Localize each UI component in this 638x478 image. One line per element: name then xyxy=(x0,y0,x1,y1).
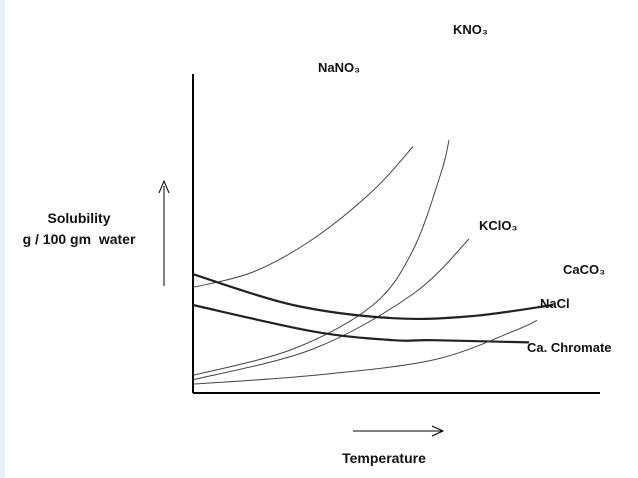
series-line-ca-chromate xyxy=(192,319,538,385)
y-arrow-icon xyxy=(158,179,170,286)
y-axis-title-line1: Solubility xyxy=(48,210,111,226)
series-line-nano3 xyxy=(192,146,414,288)
series-line-kno3 xyxy=(192,139,450,376)
series-label-ca-chromate: Ca. Chromate xyxy=(527,340,612,355)
series-line-nacl xyxy=(192,303,530,344)
x-arrow-icon xyxy=(353,425,445,437)
series-line-caco3 xyxy=(192,273,554,321)
series-label-nano3: NaNO₃ xyxy=(318,60,360,75)
window-edge xyxy=(0,0,5,478)
series-label-kclo3: KClO₃ xyxy=(479,218,518,233)
x-axis-title: Temperature xyxy=(342,450,426,466)
series-line-kclo3 xyxy=(192,238,470,381)
series-label-nacl: NaCl xyxy=(540,296,570,311)
series-label-caco3: CaCO₃ xyxy=(563,262,605,277)
y-axis-title-line2: g / 100 gm water xyxy=(23,231,136,247)
series-label-kno3: KNO₃ xyxy=(453,22,488,37)
